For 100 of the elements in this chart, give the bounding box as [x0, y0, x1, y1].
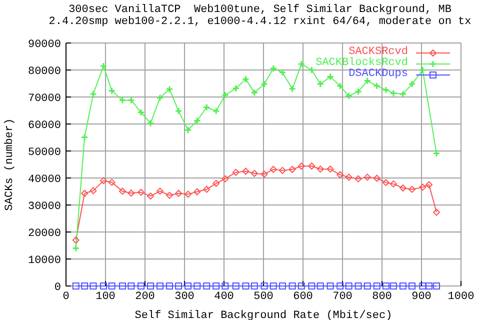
- point: [270, 64, 278, 72]
- point: [90, 282, 97, 290]
- point: [326, 73, 334, 80]
- point: [308, 162, 316, 170]
- point: [72, 282, 80, 290]
- point: [90, 90, 98, 98]
- point: [156, 94, 164, 102]
- point: [147, 282, 154, 290]
- point: [118, 96, 126, 104]
- point: [166, 282, 173, 290]
- point: [345, 282, 352, 290]
- y-tick-label: 60000: [28, 120, 61, 132]
- point: [232, 84, 240, 92]
- point: [345, 92, 353, 100]
- point: [336, 282, 344, 290]
- point: [308, 282, 316, 290]
- point: [184, 190, 192, 198]
- y-tick-label: 30000: [28, 200, 61, 213]
- point: [354, 88, 362, 96]
- point: [364, 174, 371, 181]
- point: [81, 282, 88, 290]
- point: [316, 282, 324, 290]
- point: [399, 90, 407, 98]
- point: [382, 86, 390, 94]
- point: [408, 80, 416, 88]
- point: [373, 282, 380, 290]
- point: [298, 60, 306, 68]
- point: [194, 188, 201, 196]
- point: [354, 175, 362, 182]
- y-tick-label: 50000: [28, 146, 61, 159]
- point: [426, 181, 433, 188]
- point: [390, 180, 397, 188]
- point: [308, 66, 316, 74]
- point: [336, 171, 344, 178]
- point: [260, 170, 268, 178]
- y-tick-label: 10000: [28, 254, 61, 267]
- point: [316, 166, 324, 173]
- y-tick-label: 80000: [28, 66, 61, 78]
- y-tick-label: 20000: [28, 228, 61, 240]
- point: [166, 192, 173, 199]
- point: [175, 190, 182, 197]
- point: [138, 188, 145, 196]
- point: [232, 168, 240, 176]
- point: [298, 282, 305, 290]
- x-tick-label: 800: [372, 290, 392, 303]
- legend-label: SACKSRcvd: [348, 46, 408, 58]
- point: [90, 187, 97, 194]
- y-tick-label: 90000: [28, 38, 61, 51]
- y-axis-title: SACKs (number): [4, 118, 16, 211]
- point: [118, 282, 126, 290]
- point: [250, 88, 258, 96]
- point: [203, 282, 210, 290]
- point: [128, 282, 135, 290]
- point: [433, 208, 440, 216]
- point: [184, 126, 192, 134]
- point: [316, 80, 324, 88]
- point: [138, 282, 145, 290]
- point: [174, 107, 182, 115]
- point: [100, 62, 108, 70]
- y-tick-label: 40000: [28, 174, 61, 186]
- point: [108, 282, 116, 290]
- point: [100, 177, 108, 184]
- point: [156, 188, 164, 195]
- point: [81, 190, 88, 197]
- point: [146, 119, 154, 127]
- point: [419, 184, 426, 191]
- point: [80, 133, 88, 141]
- point: [278, 68, 286, 76]
- point: [288, 282, 296, 290]
- point: [373, 174, 380, 182]
- point: [364, 282, 371, 290]
- point: [354, 282, 362, 290]
- point: [288, 166, 296, 173]
- point: [202, 104, 210, 112]
- point: [278, 166, 286, 174]
- point: [419, 282, 426, 290]
- point: [184, 282, 192, 290]
- point: [193, 117, 201, 125]
- point: [399, 282, 406, 290]
- legend-label: SACKBlocksRcvd: [316, 57, 408, 69]
- point: [270, 166, 277, 173]
- x-tick-label: 900: [412, 290, 432, 303]
- point: [345, 174, 352, 181]
- legend-label: DSACKDups: [348, 68, 408, 80]
- point: [242, 75, 250, 83]
- point: [175, 282, 182, 290]
- point: [72, 236, 80, 244]
- point: [212, 282, 220, 290]
- point: [390, 89, 398, 97]
- point: [260, 282, 268, 290]
- point: [100, 282, 108, 290]
- point: [212, 107, 220, 115]
- point: [137, 108, 145, 116]
- point: [166, 85, 174, 93]
- point: [118, 188, 126, 195]
- point: [382, 282, 390, 290]
- x-axis-title: Self Similar Background Rate (Mbit/sec): [134, 310, 392, 320]
- point: [222, 282, 229, 290]
- point: [128, 190, 135, 197]
- point: [127, 96, 135, 104]
